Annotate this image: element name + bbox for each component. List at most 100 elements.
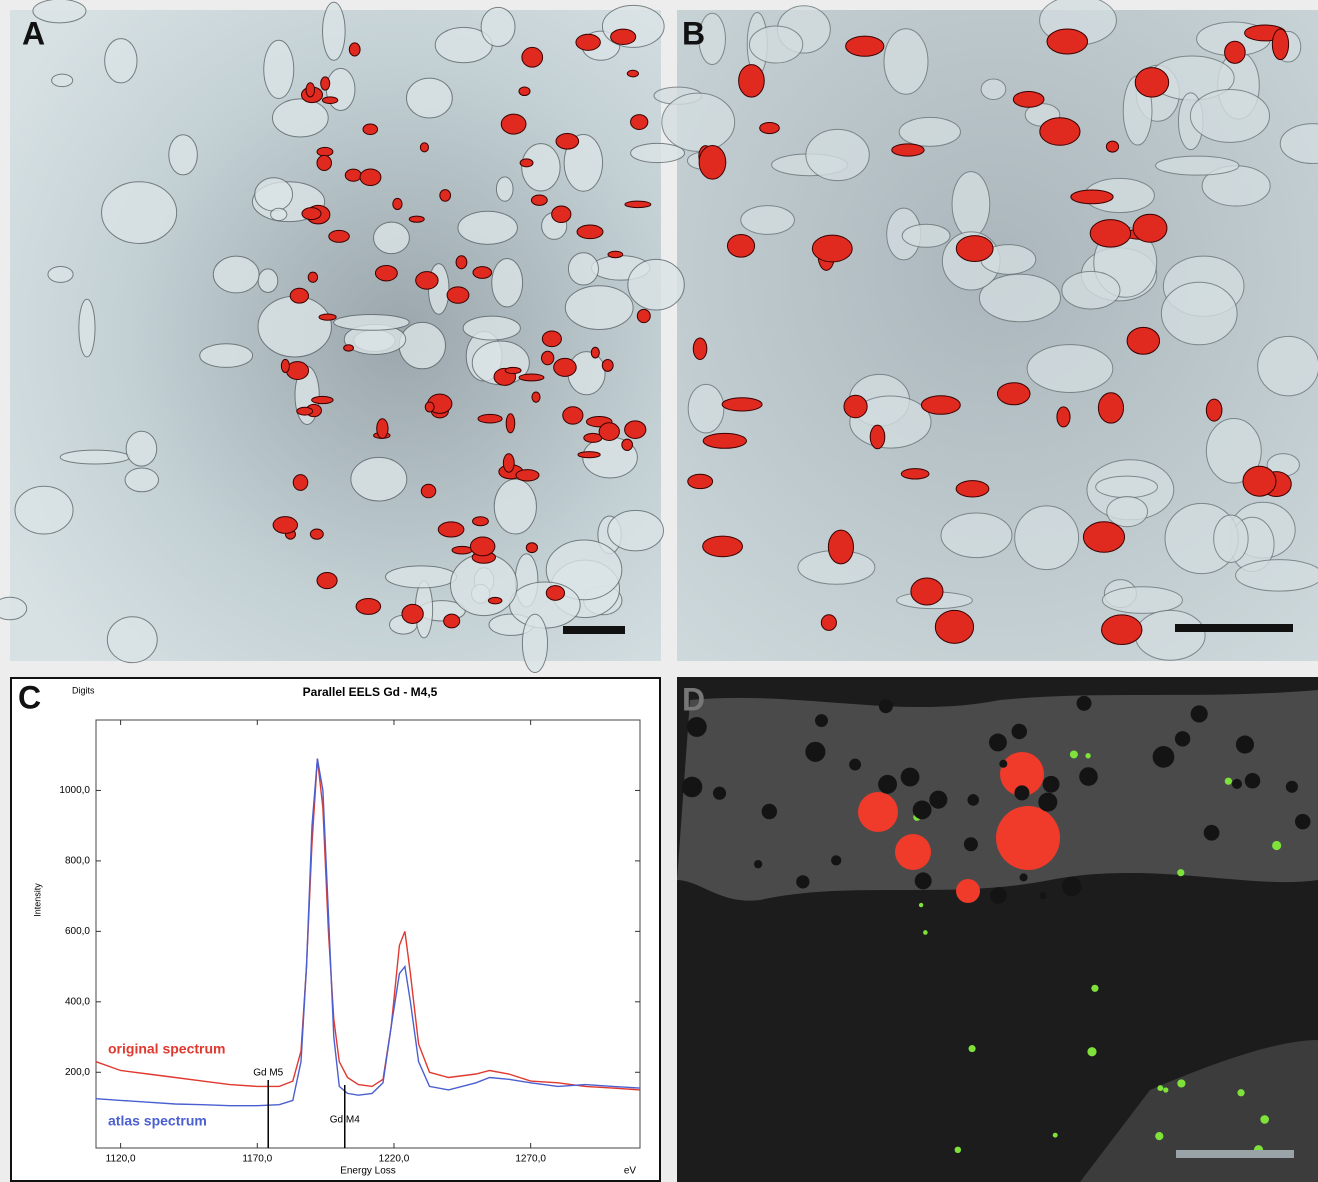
vacuole [628, 259, 684, 310]
signal-dot [1163, 1087, 1168, 1092]
vacuole [1027, 345, 1113, 393]
vacuole [981, 79, 1006, 99]
y-tick-label: 600,0 [65, 926, 90, 937]
gd-deposit [293, 475, 308, 491]
vacuole [213, 256, 259, 293]
vacuole [899, 117, 960, 146]
vacuole [126, 431, 157, 466]
vesicle [1295, 814, 1310, 829]
y-tick-label: 400,0 [65, 996, 90, 1007]
signal-dot [1053, 1133, 1058, 1138]
vacuole [406, 78, 452, 118]
gd-deposit [1225, 41, 1246, 63]
signal-dot [1177, 869, 1184, 876]
vacuole [52, 74, 73, 86]
gd-deposit [290, 288, 308, 303]
vacuole [902, 224, 950, 247]
gd-deposit [703, 433, 746, 448]
gd-deposit [416, 272, 438, 289]
gd-deposit [637, 309, 650, 322]
gd-deposit [997, 383, 1030, 405]
vesicle [967, 794, 979, 806]
gd-deposit [447, 287, 469, 303]
vesicle [1079, 767, 1098, 786]
vesicle [915, 872, 932, 889]
gd-deposit [306, 83, 315, 97]
vacuole [522, 614, 547, 672]
gd-granule [895, 834, 931, 870]
gd-deposit [317, 155, 332, 170]
figure: A B C D Parallel EELS Gd - M4,5 Digits E… [0, 0, 1318, 1182]
gd-deposit [699, 145, 726, 179]
gd-deposit [440, 190, 451, 202]
gd-deposit [870, 425, 885, 449]
vacuole [374, 222, 410, 254]
vacuole [79, 299, 95, 357]
y-tick-label: 800,0 [65, 856, 90, 867]
vacuole [125, 468, 158, 492]
gd-deposit [611, 29, 636, 44]
vacuole [510, 582, 581, 628]
gd-deposit [516, 470, 539, 481]
gd-deposit [456, 256, 467, 269]
signal-dot [969, 1045, 976, 1052]
gd-deposit [393, 198, 402, 209]
signal-dot [1085, 753, 1090, 758]
vacuole [481, 7, 515, 46]
gd-deposit [911, 578, 943, 605]
vesicle [1175, 731, 1190, 746]
gd-deposit [556, 134, 579, 150]
gd-deposit [821, 615, 836, 631]
signal-dot [1225, 778, 1232, 785]
vacuole [458, 211, 518, 244]
gd-deposit [1071, 190, 1113, 204]
gd-deposit [519, 374, 544, 381]
x-tick-label: 1270,0 [515, 1154, 546, 1165]
y-label: Intensity [32, 883, 42, 917]
gd-deposit [520, 159, 533, 167]
gd-deposit [444, 614, 460, 628]
vesicle [929, 791, 947, 809]
gd-deposit [901, 469, 929, 479]
vacuole [102, 182, 177, 244]
vesicle [1038, 793, 1057, 812]
signal-dot [919, 903, 923, 907]
vacuole [105, 39, 137, 83]
vacuole [1102, 587, 1182, 614]
vacuole [1214, 515, 1249, 562]
gd-deposit [844, 395, 867, 417]
gd-deposit [375, 265, 397, 280]
gd-deposit [345, 169, 361, 181]
vesicle [1020, 873, 1028, 881]
gd-deposit [297, 407, 313, 415]
vacuole [941, 513, 1012, 558]
gd-deposit [356, 598, 381, 614]
gd-deposit [273, 517, 297, 534]
vacuole [0, 597, 27, 620]
vesicle [1039, 892, 1046, 899]
x-tick-label: 1220,0 [379, 1154, 410, 1165]
vacuole [428, 264, 449, 315]
vesicle [1245, 773, 1261, 789]
signal-dot [1091, 985, 1098, 992]
vacuole [107, 617, 157, 663]
scale-bar [1176, 1150, 1294, 1158]
vesicle [831, 855, 841, 865]
gd-deposit [1102, 615, 1142, 645]
gd-deposit [321, 77, 330, 90]
gd-deposit [317, 572, 337, 588]
panel-label: D [682, 681, 705, 717]
vesicle [1191, 705, 1208, 722]
gd-deposit [1127, 327, 1159, 354]
vacuole [264, 40, 294, 98]
y-unit: Digits [72, 685, 95, 695]
vacuole [1107, 496, 1148, 526]
vesicle [1011, 724, 1027, 740]
vesicle [1286, 781, 1298, 793]
gd-deposit [608, 251, 623, 257]
edge-label: Gd M4 [330, 1115, 360, 1126]
gd-deposit [473, 517, 489, 526]
vacuole [399, 322, 445, 368]
gd-deposit [622, 439, 633, 450]
gd-deposit [727, 235, 754, 258]
